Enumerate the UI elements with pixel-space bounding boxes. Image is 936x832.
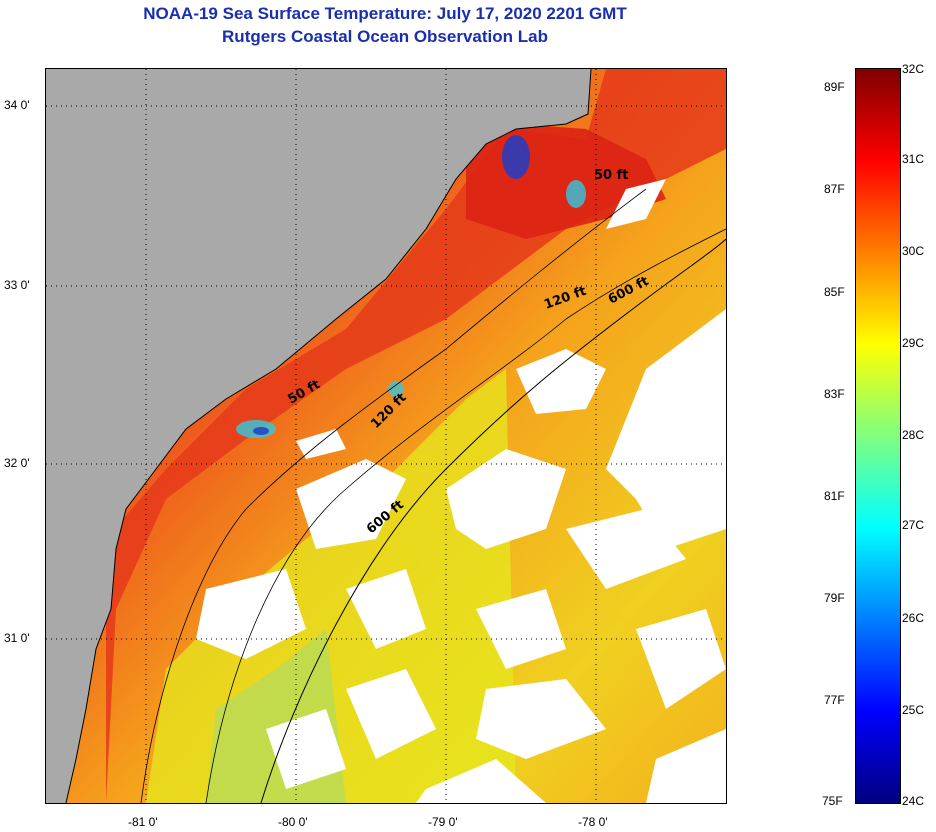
map-subtitle: Rutgers Coastal Ocean Observation Lab bbox=[222, 27, 548, 46]
isobath-120ft bbox=[205, 228, 726, 803]
map-title: NOAA-19 Sea Surface Temperature: July 17… bbox=[143, 4, 627, 23]
contour-label: 50 ft bbox=[594, 168, 629, 183]
celsius-label: 25C bbox=[902, 703, 925, 717]
sst-map: 50 ft 120 ft 600 ft 50 ft 120 ft 600 ft bbox=[45, 68, 727, 804]
celsius-label: 30C bbox=[902, 244, 925, 258]
lat-label: 34 0' bbox=[4, 98, 30, 112]
celsius-label: 27C bbox=[902, 518, 925, 532]
lat-label: 31 0' bbox=[4, 631, 30, 645]
fahrenheit-label: 75F bbox=[822, 794, 843, 808]
lon-label: -81 0' bbox=[128, 815, 158, 829]
lat-label: 33 0' bbox=[4, 278, 30, 292]
temperature-colorbar bbox=[855, 68, 901, 804]
fahrenheit-label: 87F bbox=[824, 182, 845, 196]
cold-patch bbox=[566, 180, 586, 208]
cold-patch bbox=[253, 427, 269, 435]
celsius-label: 29C bbox=[902, 336, 925, 350]
isobath-50ft bbox=[140, 188, 647, 803]
fahrenheit-label: 83F bbox=[824, 387, 845, 401]
celsius-label: 26C bbox=[902, 611, 925, 625]
fahrenheit-label: 77F bbox=[824, 693, 845, 707]
sst-map-canvas: 50 ft 120 ft 600 ft 50 ft 120 ft 600 ft bbox=[46, 69, 726, 803]
fahrenheit-label: 79F bbox=[824, 591, 845, 605]
lon-label: -80 0' bbox=[278, 815, 308, 829]
fahrenheit-label: 89F bbox=[824, 80, 845, 94]
fahrenheit-label: 81F bbox=[824, 489, 845, 503]
cold-patch bbox=[388, 381, 404, 397]
celsius-label: 31C bbox=[902, 152, 925, 166]
land-area bbox=[46, 69, 591, 803]
fahrenheit-label: 85F bbox=[824, 285, 845, 299]
coastline bbox=[65, 69, 592, 803]
lat-label: 32 0' bbox=[4, 456, 30, 470]
celsius-label: 24C bbox=[902, 794, 925, 808]
graticule bbox=[46, 69, 726, 803]
lon-label: -78 0' bbox=[578, 815, 608, 829]
isobath-600ft bbox=[260, 238, 726, 803]
celsius-label: 32C bbox=[902, 62, 925, 76]
celsius-label: 28C bbox=[902, 428, 925, 442]
lon-label: -79 0' bbox=[428, 815, 458, 829]
warm-coastal-water bbox=[106, 69, 726, 803]
cold-patch bbox=[502, 135, 530, 179]
cloud-cover bbox=[196, 179, 726, 803]
